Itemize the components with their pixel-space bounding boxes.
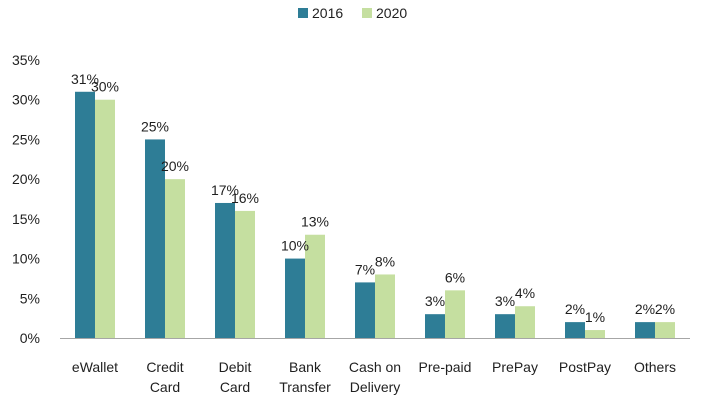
y-tick-label: 20% [12,171,40,187]
legend-swatch-2016 [298,8,308,18]
data-labels: 31%30%25%20%17%16%10%13%7% 8%3%6%3% 4%2% 1%… [71,71,675,325]
data-label-2016: 10% [281,238,309,254]
category-label: Delivery [350,379,401,395]
data-label-2020: 2% [655,301,675,317]
bar-2020 [375,274,395,338]
bar-2016 [565,322,585,338]
bar-2016 [425,314,445,338]
category-label: Cash on [349,359,401,375]
data-label-2016: 3% [425,293,445,309]
data-label-2016: 7% [355,261,375,277]
bar-2016 [215,202,235,338]
y-tick-label: 0% [20,330,40,346]
category-label: Card [150,379,180,395]
data-label-2020: 1% [585,309,605,325]
x-axis: eWallet Credit Card Debit Card Bank Transfer Ca… [60,338,690,395]
y-tick-label: 5% [20,290,40,306]
data-label-2016: 2% [635,301,655,317]
legend-swatch-2020 [362,8,372,18]
data-label-2020: 13% [301,214,329,230]
data-label-2016: 3% [495,293,515,309]
data-label-2016: 31% [71,71,99,87]
y-tick-label: 25% [12,131,40,147]
bar-2020 [235,210,255,338]
bar-2016 [145,139,165,338]
data-label-2020: 20% [161,158,189,174]
category-label: eWallet [72,359,118,375]
data-label-2016: 17% [211,182,239,198]
category-label: PrePay [492,359,538,375]
legend-label-2016: 2016 [312,5,343,21]
category-label: PostPay [559,359,611,375]
data-label-2020: 4% [515,285,535,301]
data-label-2020: 30% [91,79,119,95]
bar-2016 [495,314,515,338]
bar-2020 [305,234,325,338]
data-label-2016: 2% [565,301,585,317]
y-tick-label: 30% [12,92,40,108]
data-label-2016: 25% [141,118,169,134]
y-tick-label: 10% [12,251,40,267]
category-label: Bank [289,359,322,375]
category-label: Others [634,359,676,375]
y-tick-label: 15% [12,211,40,227]
bars [75,91,675,339]
y-axis: 0% 5% 10% 15% 20% 25% 30% 35% [12,52,40,346]
legend: 2016 2020 [298,5,407,21]
bar-2020 [95,99,115,338]
bar-2016 [285,258,305,338]
category-label: Transfer [279,379,331,395]
category-label: Credit [146,359,183,375]
bar-2020 [445,290,465,338]
bar-2016 [75,91,95,339]
bar-2016 [635,322,655,338]
y-tick-label: 35% [12,52,40,68]
data-label-2020: 6% [445,269,465,285]
category-label: Card [220,379,250,395]
data-label-2020: 16% [231,190,259,206]
bar-2020 [515,306,535,338]
bar-2016 [355,282,375,338]
category-label: Debit [219,359,252,375]
legend-label-2020: 2020 [376,5,407,21]
data-label-2020: 8% [375,253,395,269]
bar-2020 [655,322,675,338]
bar-2020 [165,179,185,338]
category-label: Pre-paid [419,359,472,375]
bar-2020 [585,330,605,338]
